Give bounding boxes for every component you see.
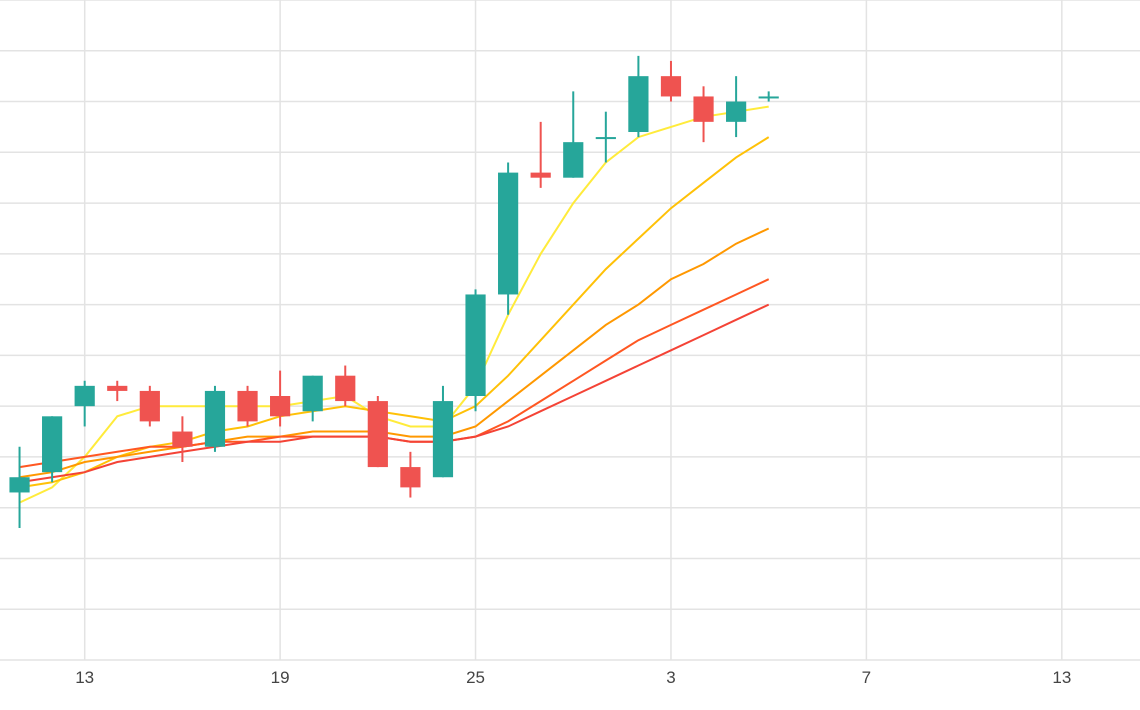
moving-average-line (19, 303, 770, 484)
candle (628, 55, 649, 138)
candle-body (9, 477, 30, 493)
candle (432, 385, 454, 478)
candle-body (270, 396, 291, 417)
x-tick-label: 13 (75, 668, 94, 687)
x-tick-label: 13 (1052, 668, 1071, 687)
candle-body (400, 467, 421, 488)
candle-body (432, 401, 454, 478)
candle-body (726, 101, 747, 122)
candle (465, 289, 486, 412)
candle (42, 416, 63, 483)
x-tick-label: 25 (466, 668, 485, 687)
candle (400, 451, 421, 498)
candle-body (302, 375, 323, 412)
candle-body (660, 76, 682, 97)
candle-body (74, 385, 95, 407)
candle-body (335, 375, 356, 402)
grid (0, 0, 1140, 661)
candle-body (367, 401, 388, 468)
candle (693, 86, 714, 143)
x-tick-label: 3 (666, 668, 675, 687)
candle (204, 385, 226, 452)
candle (9, 446, 30, 528)
x-tick-label: 7 (862, 668, 871, 687)
candle-body (139, 390, 160, 422)
candle (595, 111, 616, 163)
candle (660, 60, 682, 102)
candle-body (107, 385, 128, 391)
candle (74, 380, 95, 427)
candle (498, 162, 519, 315)
candle-body (758, 96, 779, 99)
candle (367, 396, 388, 468)
candles (9, 55, 779, 528)
candle-body (42, 416, 63, 473)
candle-body (465, 294, 486, 396)
candle-body (563, 142, 584, 178)
candle (270, 370, 291, 427)
candle-body (628, 76, 649, 132)
candle-body (172, 431, 193, 447)
candle-body (595, 137, 616, 140)
x-tick-label: 19 (271, 668, 290, 687)
candle-body (530, 172, 551, 178)
x-axis-ticks: 13 19 25 3 7 13 (75, 668, 1071, 687)
candle-body (498, 172, 519, 295)
candle (563, 91, 584, 178)
candle (726, 76, 747, 138)
candle (335, 365, 356, 407)
moving-average-line (19, 227, 770, 479)
candle-body (237, 390, 258, 422)
candle (107, 380, 128, 402)
candle-body (204, 390, 226, 447)
candle (237, 385, 258, 427)
candle (172, 416, 193, 462)
candle-body (693, 96, 714, 122)
candle (302, 375, 323, 422)
candle (530, 121, 551, 188)
candle (758, 91, 779, 102)
candle (139, 385, 160, 427)
moving-average-lines (19, 105, 770, 504)
